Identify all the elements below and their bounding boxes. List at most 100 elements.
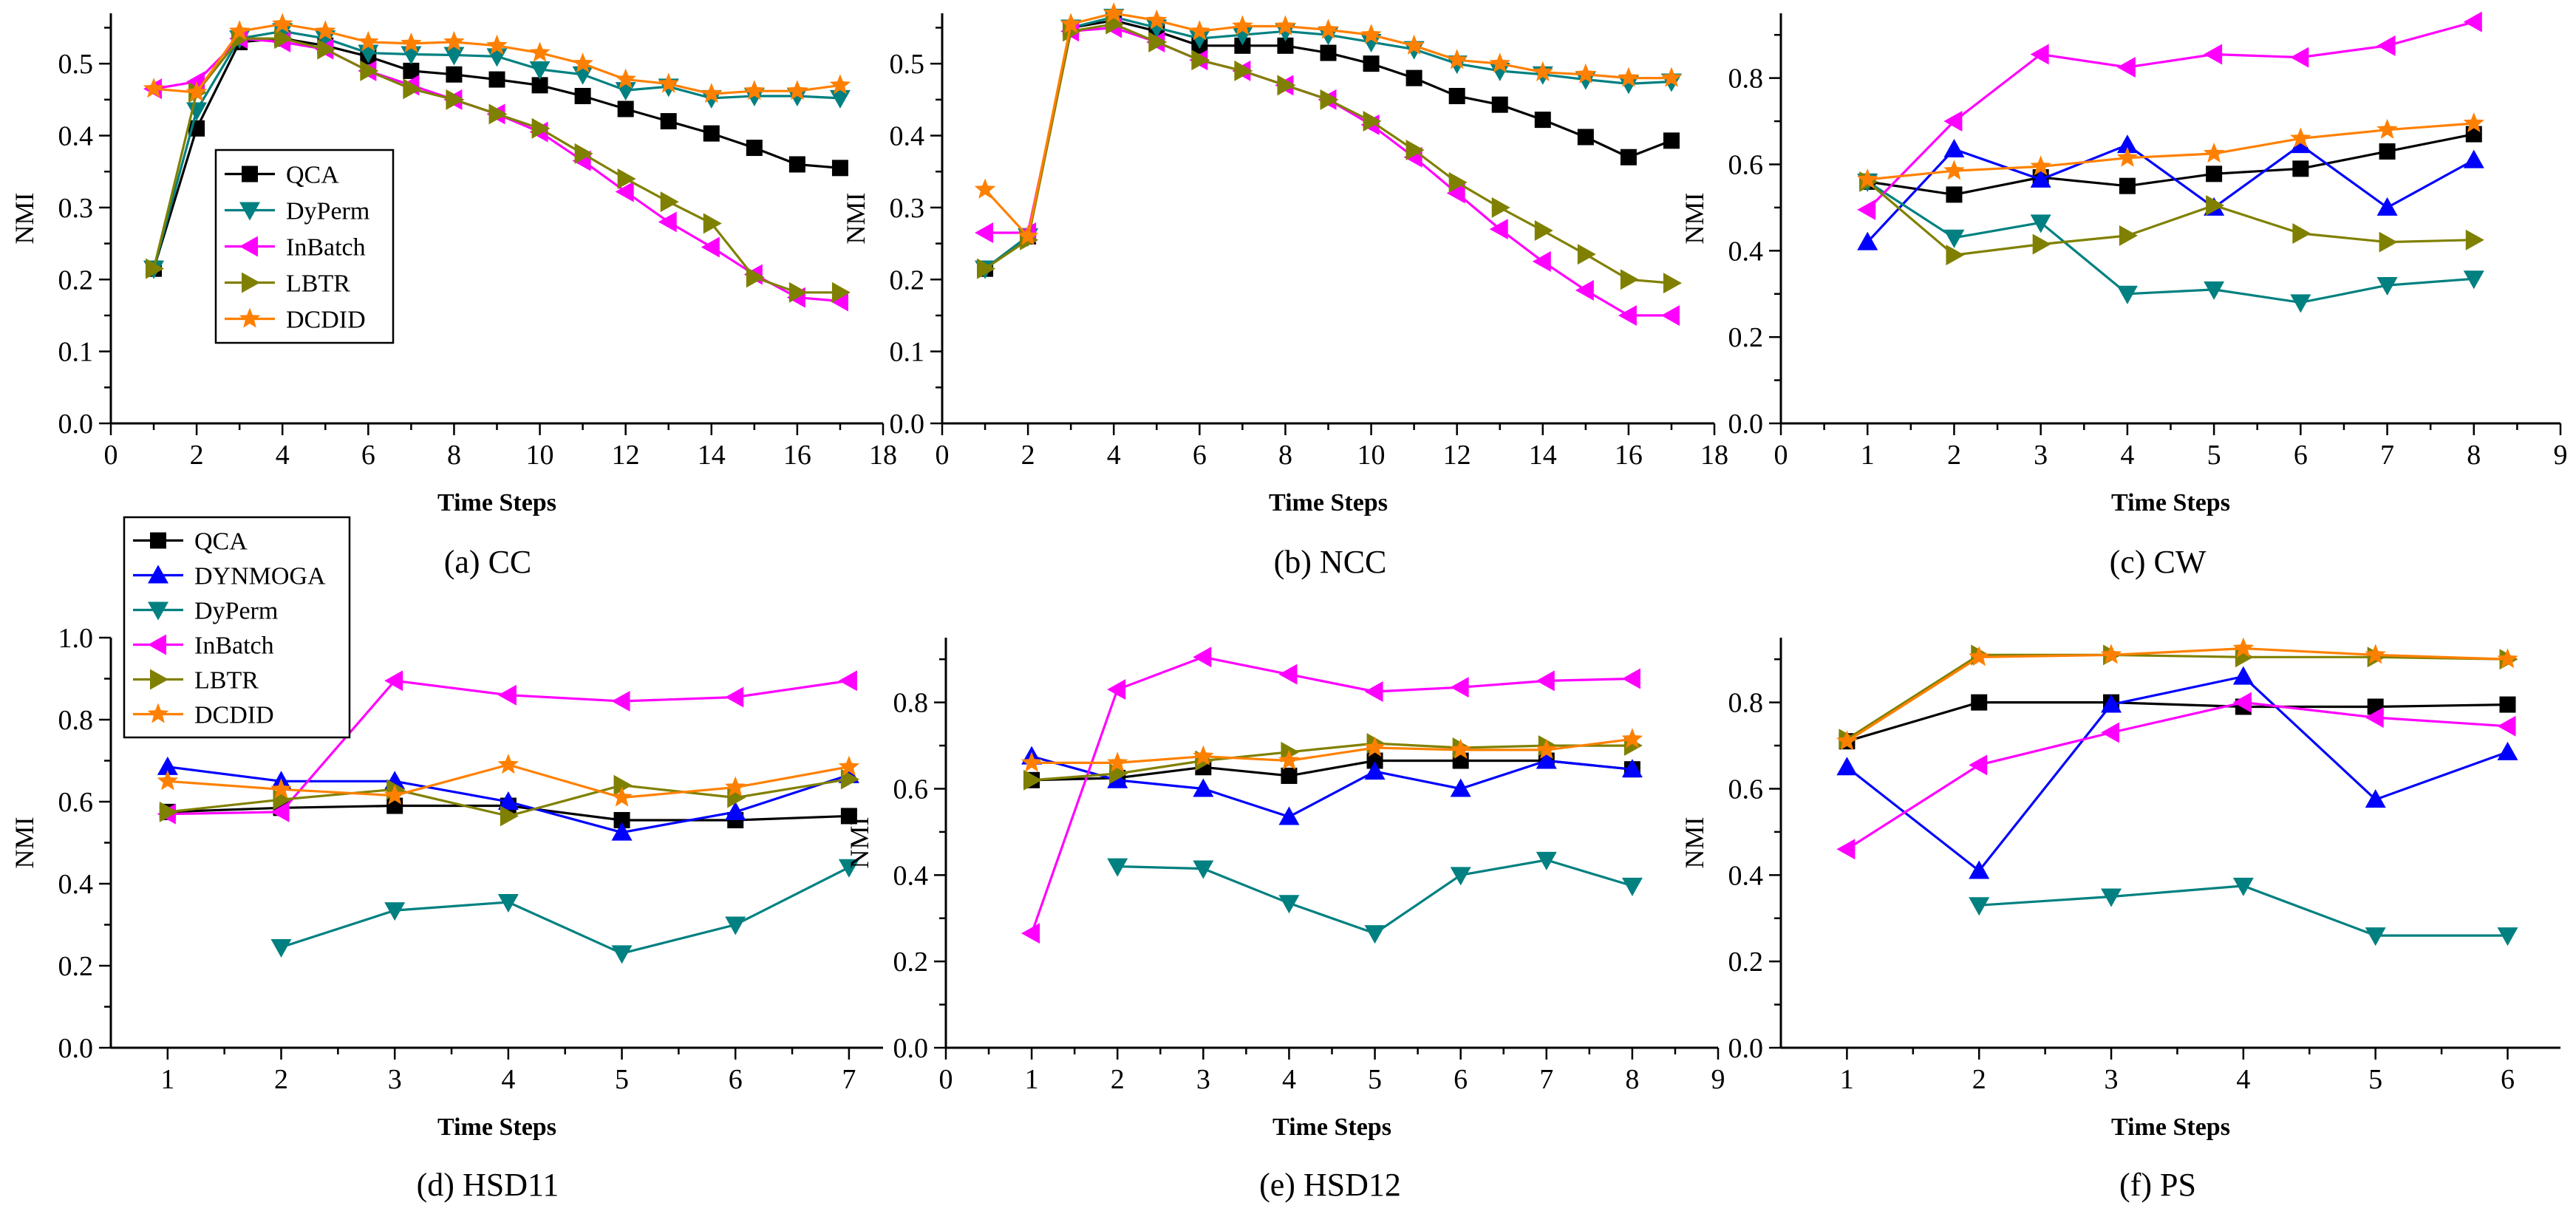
- data-point-dcdid: [185, 81, 208, 102]
- data-point-dcdid: [1278, 749, 1300, 770]
- x-tick-label: 8: [2467, 440, 2481, 471]
- data-point-dyperm: [1943, 229, 1965, 248]
- data-point-dyperm: [1146, 19, 1168, 38]
- data-point-lbtr: [2465, 229, 2484, 250]
- data-point-dyperm: [1618, 75, 1639, 95]
- data-point-inbatch: [1107, 679, 1126, 700]
- x-tick-label: 1: [1840, 1064, 1854, 1095]
- data-point-dcdid: [2497, 648, 2518, 669]
- y-tick-label: 0.5: [890, 49, 925, 80]
- legend-marker-inbatch: [148, 634, 166, 655]
- legend-label-dynmoga: DYNMOGA: [194, 563, 326, 590]
- data-point-dcdid: [2203, 142, 2225, 163]
- data-point-dcdid: [1489, 52, 1510, 73]
- data-point-dyperm: [2497, 927, 2518, 947]
- series-line-inbatch: [985, 26, 1672, 317]
- data-point-dyperm: [1364, 925, 1386, 944]
- series-line-qca: [1846, 700, 2508, 743]
- data-point-lbtr: [1946, 245, 1965, 266]
- y-tick-label: 0.0: [58, 409, 94, 440]
- data-point-lbtr: [159, 801, 178, 822]
- x-tick-label: 4: [1282, 1064, 1296, 1095]
- x-tick-label: 3: [2105, 1064, 2119, 1095]
- data-point-dyperm: [384, 902, 406, 921]
- data-point-dcdid: [157, 770, 179, 791]
- legend-marker-dcdid: [239, 307, 261, 328]
- x-tick-label: 6: [1454, 1064, 1468, 1095]
- data-point-qca: [1366, 752, 1383, 769]
- x-tick-label: 7: [1539, 1064, 1553, 1095]
- data-point-inbatch: [2290, 47, 2309, 68]
- data-point-dyperm: [2101, 888, 2122, 907]
- data-point-lbtr: [317, 38, 336, 60]
- y-tick-label: 0.0: [58, 1033, 94, 1064]
- series-line-dyperm: [281, 866, 850, 955]
- y-tick-label: 0.3: [58, 193, 94, 224]
- data-point-dyperm: [1278, 895, 1300, 914]
- data-point-dcdid: [1146, 9, 1168, 30]
- x-tick-label: 6: [1193, 440, 1207, 471]
- y-tick-label: 1.0: [58, 623, 94, 654]
- y-tick-label: 0.4: [58, 869, 94, 900]
- data-point-inbatch: [1969, 754, 1988, 776]
- x-tick-label: 5: [2207, 440, 2221, 471]
- data-point-qca: [1363, 55, 1380, 72]
- y-tick-label: 0.8: [893, 688, 929, 719]
- x-tick-label: 6: [361, 440, 375, 471]
- data-point-lbtr: [446, 89, 465, 110]
- y-tick-label: 0.0: [890, 409, 925, 440]
- x-tick-label: 16: [783, 440, 811, 471]
- data-point-lbtr: [1448, 171, 1468, 193]
- series-line-inbatch: [1030, 655, 1632, 934]
- x-tick-label: 9: [2554, 440, 2568, 471]
- series-line-dcdid: [1032, 737, 1633, 765]
- data-point-dyperm: [529, 61, 551, 80]
- data-point-dcdid: [1575, 63, 1597, 83]
- data-point-dyperm: [270, 939, 292, 958]
- data-point-dynmoga: [1364, 761, 1386, 780]
- data-point-lbtr: [1620, 269, 1639, 290]
- data-point-qca: [2292, 160, 2309, 177]
- data-point-dyperm: [2204, 281, 2225, 300]
- data-point-lbtr: [1277, 75, 1296, 96]
- y-axis-title: NMI: [10, 817, 39, 869]
- x-tick-label: 4: [501, 1064, 515, 1095]
- x-tick-label: 0: [104, 440, 118, 471]
- y-tick-label: 0.2: [58, 265, 94, 296]
- series-line-dyperm: [1867, 180, 2474, 304]
- x-tick-label: 12: [1443, 440, 1471, 471]
- legend-label-dcdid: DCDID: [194, 702, 274, 729]
- x-axis-title: Time Steps: [437, 489, 556, 516]
- data-point-inbatch: [2030, 44, 2049, 65]
- data-point-dynmoga: [2116, 134, 2138, 154]
- data-point-lbtr: [1405, 140, 1425, 160]
- data-point-inbatch: [1021, 923, 1040, 944]
- data-point-dyperm: [2376, 277, 2398, 296]
- data-point-dcdid: [1360, 24, 1382, 44]
- y-tick-label: 0.2: [893, 947, 929, 978]
- data-point-inbatch: [2463, 11, 2482, 33]
- legend-marker-inbatch: [239, 236, 258, 257]
- series-line-lbtr: [1031, 742, 1632, 782]
- data-point-qca: [2379, 143, 2396, 160]
- series-line-lbtr: [984, 22, 1672, 284]
- data-point-qca: [788, 156, 805, 173]
- x-axis-title: Time Steps: [2111, 489, 2230, 516]
- data-point-dcdid: [272, 13, 293, 33]
- data-point-dynmoga: [1857, 231, 1878, 250]
- data-point-lbtr: [840, 768, 859, 790]
- y-axis-title: NMI: [845, 817, 874, 869]
- legend-marker-qca: [150, 532, 166, 549]
- data-point-lbtr: [1363, 111, 1382, 132]
- data-point-dyperm: [2030, 214, 2051, 233]
- x-tick-label: 2: [1972, 1064, 1986, 1095]
- data-point-dcdid: [829, 74, 851, 95]
- x-tick-label: 2: [1021, 440, 1035, 471]
- x-tick-label: 4: [276, 440, 290, 471]
- data-point-dcdid: [974, 178, 996, 199]
- series-line-inbatch: [1846, 700, 2508, 850]
- data-point-dcdid: [2463, 112, 2484, 133]
- data-point-dynmoga: [157, 756, 178, 775]
